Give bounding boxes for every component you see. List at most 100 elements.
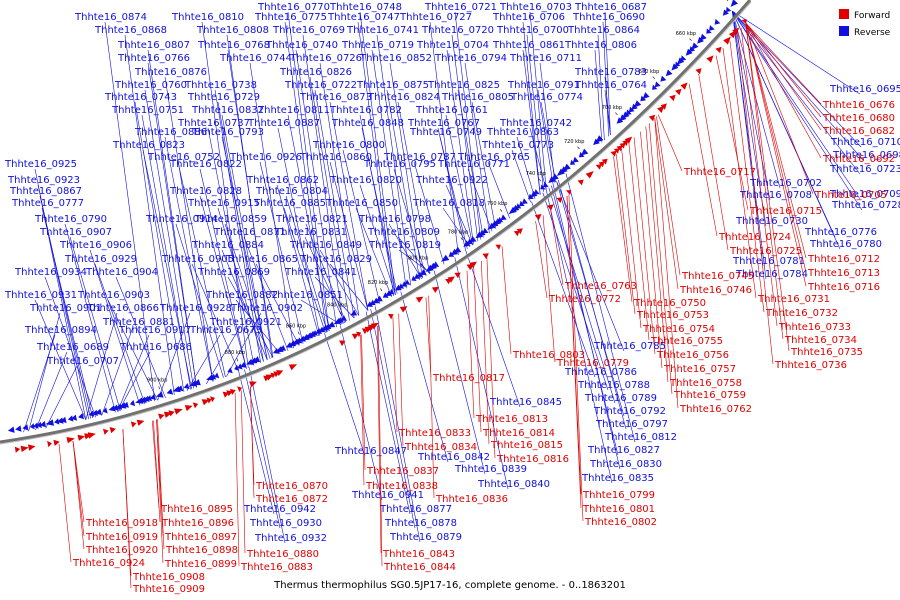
reverse-gene-label[interactable]: Thhte16_0785 xyxy=(593,341,666,352)
reverse-gene-label[interactable]: Thhte16_0875 xyxy=(356,80,429,91)
reverse-gene-label[interactable]: Thhte16_0831 xyxy=(274,227,347,238)
forward-gene-label[interactable]: Thhte16_0717 xyxy=(683,167,756,178)
reverse-gene-label[interactable]: Thhte16_0760 xyxy=(114,80,187,91)
reverse-gene-label[interactable]: Thhte16_0761 xyxy=(415,105,488,116)
forward-gene-label[interactable]: Thhte16_0705 xyxy=(814,190,887,201)
reverse-gene-label[interactable]: Thhte16_0904 xyxy=(85,267,158,278)
reverse-gene-label[interactable]: Thhte16_0743 xyxy=(104,92,177,103)
reverse-gene-label[interactable]: Thhte16_0851 xyxy=(270,290,343,301)
forward-gene-label[interactable]: Thhte16_0756 xyxy=(656,350,729,361)
reverse-gene-label[interactable]: Thhte16_0806 xyxy=(564,40,637,51)
reverse-gene-label[interactable]: Thhte16_0869 xyxy=(197,267,270,278)
reverse-gene-label[interactable]: Thhte16_0934 xyxy=(14,267,87,278)
reverse-gene-label[interactable]: Thhte16_0711 xyxy=(509,53,582,64)
forward-gene-label[interactable]: Thhte16_0918 xyxy=(85,518,158,529)
forward-gene-label[interactable]: Thhte16_0833 xyxy=(398,428,471,439)
reverse-gene-label[interactable]: Thhte16_0689 xyxy=(36,342,109,353)
reverse-gene-label[interactable]: Thhte16_0752 xyxy=(147,152,220,163)
reverse-gene-label[interactable]: Thhte16_0823 xyxy=(112,140,185,151)
reverse-gene-label[interactable]: Thhte16_0829 xyxy=(299,254,372,265)
reverse-gene-label[interactable]: Thhte16_0877 xyxy=(379,504,452,515)
reverse-gene-label[interactable]: Thhte16_0722 xyxy=(284,80,357,91)
forward-gene-label[interactable]: Thhte16_0837 xyxy=(366,466,439,477)
reverse-gene-label[interactable]: Thhte16_0720 xyxy=(421,25,494,36)
reverse-gene-label[interactable]: Thhte16_0707 xyxy=(46,356,119,367)
reverse-gene-label[interactable]: Thhte16_0751 xyxy=(111,105,184,116)
reverse-gene-label[interactable]: Thhte16_0812 xyxy=(604,432,677,443)
reverse-gene-label[interactable]: Thhte16_0698 xyxy=(832,150,900,161)
reverse-gene-label[interactable]: Thhte16_0882 xyxy=(205,290,278,301)
reverse-gene-label[interactable]: Thhte16_0819 xyxy=(368,240,441,251)
reverse-gene-label[interactable]: Thhte16_0782 xyxy=(329,105,402,116)
reverse-gene-label[interactable]: Thhte16_0765 xyxy=(457,152,530,163)
reverse-gene-label[interactable]: Thhte16_0810 xyxy=(171,12,244,23)
forward-gene-label[interactable]: Thhte16_0680 xyxy=(822,113,895,124)
forward-gene-label[interactable]: Thhte16_0924 xyxy=(72,558,145,569)
forward-gene-label[interactable]: Thhte16_0732 xyxy=(765,308,838,319)
forward-gene-label[interactable]: Thhte16_0919 xyxy=(85,532,158,543)
forward-gene-label[interactable]: Thhte16_0692 xyxy=(822,154,895,165)
reverse-gene-label[interactable]: Thhte16_0840 xyxy=(477,479,550,490)
reverse-gene-label[interactable]: Thhte16_0709 xyxy=(829,189,900,200)
reverse-gene-label[interactable]: Thhte16_0798 xyxy=(358,214,431,225)
reverse-gene-label[interactable]: Thhte16_0866 xyxy=(86,303,159,314)
reverse-gene-label[interactable]: Thhte16_0742 xyxy=(499,118,572,129)
reverse-gene-label[interactable]: Thhte16_0727 xyxy=(399,12,472,23)
forward-gene-label[interactable]: Thhte16_0731 xyxy=(757,294,830,305)
reverse-gene-label[interactable]: Thhte16_0876 xyxy=(134,67,207,78)
reverse-gene-label[interactable]: Thhte16_0749 xyxy=(409,127,482,138)
forward-gene-label[interactable]: Thhte16_0755 xyxy=(650,336,723,347)
reverse-gene-label[interactable]: Thhte16_0726 xyxy=(289,53,362,64)
forward-gene-label[interactable]: Thhte16_0716 xyxy=(807,282,880,293)
reverse-gene-label[interactable]: Thhte16_0871 xyxy=(213,227,286,238)
reverse-gene-label[interactable]: Thhte16_0830 xyxy=(589,459,662,470)
reverse-gene-label[interactable]: Thhte16_0878 xyxy=(384,518,457,529)
reverse-gene-label[interactable]: Thhte16_0703 xyxy=(499,2,572,13)
forward-gene-label[interactable]: Thhte16_0895 xyxy=(160,504,233,515)
reverse-gene-label[interactable]: Thhte16_0847 xyxy=(334,446,407,457)
reverse-gene-label[interactable]: Thhte16_0860 xyxy=(299,152,372,163)
reverse-gene-label[interactable]: Thhte16_0929 xyxy=(64,254,137,265)
reverse-gene-label[interactable]: Thhte16_0826 xyxy=(279,67,352,78)
forward-gene-label[interactable]: Thhte16_0753 xyxy=(636,310,709,321)
reverse-gene-label[interactable]: Thhte16_0906 xyxy=(59,240,132,251)
reverse-gene-label[interactable]: Thhte16_0774 xyxy=(510,92,583,103)
reverse-gene-label[interactable]: Thhte16_0914 xyxy=(145,214,218,225)
reverse-gene-label[interactable]: Thhte16_0901 xyxy=(29,303,102,314)
forward-gene-label[interactable]: Thhte16_0883 xyxy=(240,562,313,573)
reverse-gene-label[interactable]: Thhte16_0881 xyxy=(102,317,175,328)
reverse-gene-label[interactable]: Thhte16_0809 xyxy=(367,227,440,238)
reverse-gene-label[interactable]: Thhte16_0915 xyxy=(187,198,260,209)
reverse-gene-label[interactable]: Thhte16_0921 xyxy=(209,317,282,328)
forward-gene-label[interactable]: Thhte16_0713 xyxy=(807,268,880,279)
reverse-gene-label[interactable]: Thhte16_0930 xyxy=(249,518,322,529)
reverse-gene-label[interactable]: Thhte16_0923 xyxy=(7,175,80,186)
reverse-gene-label[interactable]: Thhte16_0792 xyxy=(593,406,666,417)
forward-gene-label[interactable]: Thhte16_0896 xyxy=(161,518,234,529)
reverse-gene-label[interactable]: Thhte16_0719 xyxy=(341,40,414,51)
reverse-gene-label[interactable]: Thhte16_0863 xyxy=(486,127,559,138)
reverse-gene-label[interactable]: Thhte16_0702 xyxy=(749,178,822,189)
reverse-gene-label[interactable]: Thhte16_0922 xyxy=(415,175,488,186)
reverse-gene-label[interactable]: Thhte16_0931 xyxy=(4,290,77,301)
forward-gene-label[interactable]: Thhte16_0836 xyxy=(435,494,508,505)
forward-gene-label[interactable]: Thhte16_0872 xyxy=(255,494,328,505)
reverse-gene-label[interactable]: Thhte16_0805 xyxy=(441,92,514,103)
reverse-gene-label[interactable]: Thhte16_0797 xyxy=(595,419,668,430)
reverse-gene-label[interactable]: Thhte16_0793 xyxy=(191,127,264,138)
reverse-gene-label[interactable]: Thhte16_0690 xyxy=(572,12,645,23)
reverse-gene-label[interactable]: Thhte16_0867 xyxy=(9,186,82,197)
reverse-gene-label[interactable]: Thhte16_0808 xyxy=(196,25,269,36)
reverse-gene-label[interactable]: Thhte16_0868 xyxy=(94,25,167,36)
forward-gene-label[interactable]: Thhte16_0815 xyxy=(490,440,563,451)
forward-gene-label[interactable]: Thhte16_0735 xyxy=(790,347,863,358)
forward-gene-label[interactable]: Thhte16_0725 xyxy=(729,246,802,257)
reverse-gene-label[interactable]: Thhte16_0673 xyxy=(189,325,262,336)
reverse-gene-label[interactable]: Thhte16_0845 xyxy=(489,397,562,408)
reverse-gene-label[interactable]: Thhte16_0849 xyxy=(289,240,362,251)
reverse-gene-label[interactable]: Thhte16_0777 xyxy=(11,198,84,209)
reverse-gene-label[interactable]: Thhte16_0887 xyxy=(247,118,320,129)
reverse-gene-label[interactable]: Thhte16_0864 xyxy=(567,25,640,36)
reverse-gene-label[interactable]: Thhte16_0769 xyxy=(272,25,345,36)
reverse-gene-label[interactable]: Thhte16_0780 xyxy=(809,239,882,250)
